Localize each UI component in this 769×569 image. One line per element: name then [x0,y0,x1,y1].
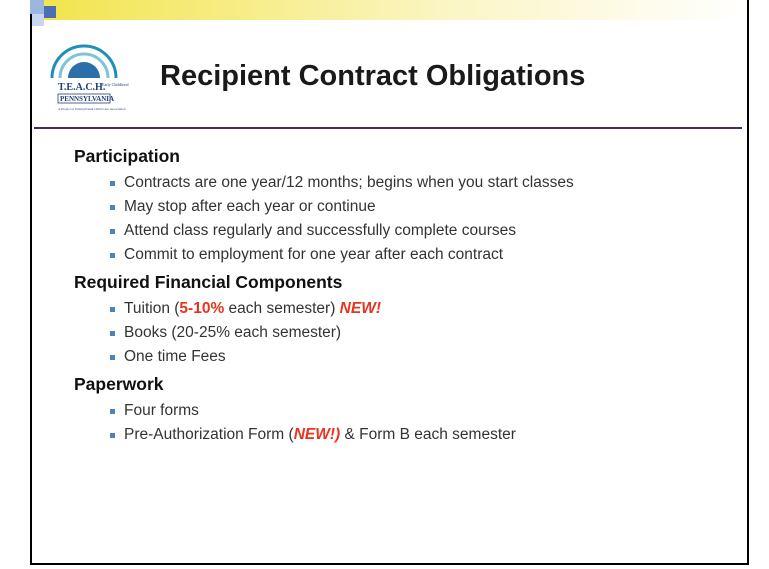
section-heading: Paperwork [74,374,164,394]
top-bar [32,0,747,20]
logo-box [57,93,111,104]
text-run: each semester) [224,300,340,317]
section-heading: Participation [74,146,180,166]
text-run: Tuition ( [124,300,180,317]
text-run: One time Fees [124,348,226,365]
title-rule [34,127,742,129]
logo-state: PENNSYLVANIA [60,95,114,103]
bullet-item: May stop after each year or continue [110,195,664,218]
logo-arc [50,44,118,79]
text-run: Four forms [124,402,199,419]
logo-tag: Early Childhood [102,82,129,87]
bullet-item: One time Fees [110,345,664,368]
bullet-item: Attend class regularly and successfully … [110,219,664,242]
text-run: Pre-Authorization Form ( [124,426,294,443]
logo-sun [68,62,100,78]
logo: T.E.A.C.H. Early Childhood PENNSYLVANIA … [50,44,129,111]
text-run: Attend class regularly and successfully … [124,222,516,239]
logo-name: T.E.A.C.H. [58,82,106,93]
bullet-item: Commit to employment for one year after … [110,243,664,266]
text-run: NEW! [339,300,381,317]
text-run: May stop after each year or continue [124,198,376,215]
bullet-item: Books (20-25% each semester) [110,321,664,344]
bullet-item: Four forms [110,399,664,422]
deco-square [32,14,44,26]
text-run: Books (20-25% each semester) [124,324,342,341]
content: Participation Contracts are one year/12 m… [74,140,734,447]
bullet-item: Contracts are one year/12 months; begins… [110,171,664,194]
text-run: NEW!) [293,426,341,443]
text-run: & Form B each semester [340,426,516,443]
logo-arc [58,52,110,79]
slide-title: Recipient Contract Obligations [160,60,586,92]
bullet-item: Pre-Authorization Form (NEW!) & Form B e… [110,423,664,446]
logo-note: A Project of Pennsylvania Child Care Ass… [58,107,126,111]
deco-square [44,6,56,18]
slide: T.E.A.C.H. Early Childhood PENNSYLVANIA … [30,0,749,565]
text-run: Commit to employment for one year after … [124,246,504,263]
text-run: 5-10% [179,300,225,317]
bullet-item: Tuition (5-10% each semester) NEW! [110,297,664,320]
section-heading: Required Financial Components [74,272,343,292]
deco-square [30,0,44,14]
text-run: Contracts are one year/12 months; begins… [124,174,574,191]
